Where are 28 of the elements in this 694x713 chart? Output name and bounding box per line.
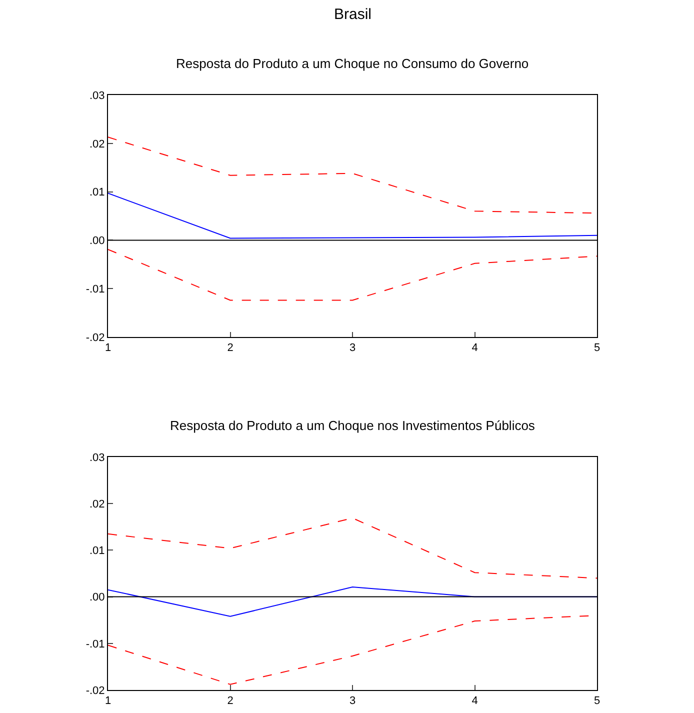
x-tick-label: 3 (349, 342, 356, 354)
chart-title: Resposta do Produto a um Choque nos Investimentos Públicos (170, 418, 536, 433)
x-tick-label: 5 (594, 695, 600, 708)
y-tick-label: .03 (90, 452, 105, 464)
line-series (108, 192, 597, 239)
y-tick-label: .02 (90, 138, 105, 150)
x-tick-label: 1 (104, 342, 112, 354)
y-tick-label: -.01 (86, 283, 105, 296)
y-tick-label: -.02 (86, 684, 105, 697)
y-tick-label: -.02 (86, 332, 105, 344)
x-tick-label: 4 (472, 342, 478, 354)
y-tick-label: .01 (90, 186, 105, 199)
x-tick-label: 5 (594, 342, 600, 354)
y-tick-label: .02 (90, 498, 105, 510)
line-series (108, 248, 597, 301)
y-tick-label: .00 (90, 235, 105, 248)
chart-title: Brasil (334, 6, 372, 23)
y-tick-label: .03 (90, 90, 105, 102)
x-tick-label: 1 (104, 695, 112, 708)
line-series (108, 518, 597, 579)
y-tick-label: .00 (90, 592, 105, 604)
y-tick-label: .01 (90, 545, 105, 558)
x-tick-label: 4 (472, 695, 478, 708)
x-tick-label: 2 (227, 342, 234, 354)
x-tick-label: 3 (349, 695, 356, 708)
chart-subtitle: Resposta do Produto a um Choque no Consumo do Governo (176, 56, 529, 71)
y-tick-label: -.01 (86, 638, 105, 650)
x-tick-label: 2 (227, 695, 234, 708)
